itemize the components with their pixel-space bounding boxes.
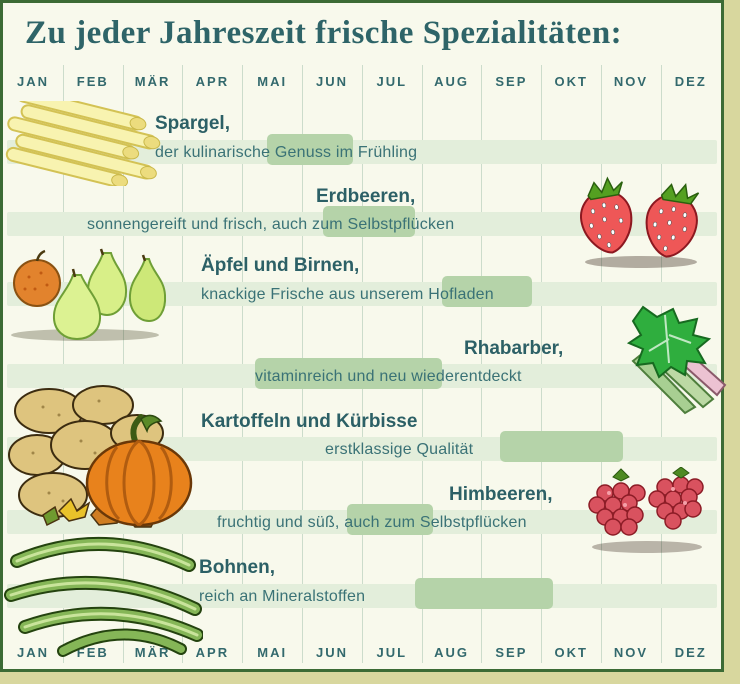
month-label-NOV: NOV (613, 645, 649, 660)
item-label: Bohnen, (199, 557, 275, 578)
month-label-OKT: OKT (554, 645, 588, 660)
month-label-OKT: OKT (554, 74, 588, 89)
month-label-AUG: AUG (434, 74, 470, 89)
item-description: vitaminreich und neu wiederentdeckt (255, 368, 522, 385)
apples-pears-illustration (7, 247, 167, 342)
item-description: erstklassige Qualität (325, 441, 474, 458)
month-label-JUL: JUL (376, 74, 408, 89)
item-label: Himbeeren, (449, 484, 553, 505)
peak-season-bar (347, 504, 433, 535)
month-label-FEB: FEB (76, 645, 109, 660)
green-beans-illustration (3, 523, 203, 658)
item-label: Äpfel und Birnen, (201, 255, 360, 276)
item-label: Rhabarber, (464, 338, 564, 359)
peak-season-bar (267, 134, 353, 165)
rhubarb-illustration (585, 303, 733, 418)
item-description: reich an Mineralstoffen (199, 588, 366, 605)
month-label-MAI: MAI (257, 74, 288, 89)
item-description: fruchtig und süß, auch zum Selbstpflücke… (217, 514, 527, 531)
month-label-JAN: JAN (16, 74, 49, 89)
month-label-JUN: JUN (315, 74, 348, 89)
peak-season-bar (255, 358, 442, 389)
item-label: Spargel, (155, 113, 230, 134)
month-label-NOV: NOV (613, 74, 649, 89)
month-label-DEZ: DEZ (674, 645, 707, 660)
peak-season-bar (323, 206, 415, 237)
month-label-AUG: AUG (434, 645, 470, 660)
peak-season-bar (415, 578, 553, 609)
strawberries-illustration (571, 171, 711, 269)
item-description: der kulinarische Genuss im Frühling (155, 144, 418, 161)
peak-season-bar (442, 276, 532, 307)
month-label-JAN: JAN (16, 645, 49, 660)
month-label-MÄR: MÄR (134, 645, 171, 660)
month-label-MÄR: MÄR (134, 74, 171, 89)
item-label: Erdbeeren, (316, 186, 416, 207)
month-label-APR: APR (195, 645, 230, 660)
item-description: sonnengereift und frisch, auch zum Selbs… (87, 216, 455, 233)
raspberries-illustration (581, 467, 719, 555)
potatoes-pumpkin-illustration (7, 383, 207, 538)
item-label: Kartoffeln und Kürbisse (201, 411, 418, 432)
month-row-top: JAN FEB MÄR APR MAI JUN JUL AUG SEP OKT NOV DEZ (3, 74, 721, 92)
month-label-SEP: SEP (495, 645, 528, 660)
month-label-APR: APR (195, 74, 230, 89)
month-label-SEP: SEP (495, 74, 528, 89)
calendar-panel: Zu jeder Jahreszeit frische Spezialitäte… (0, 0, 727, 672)
month-label-MAI: MAI (257, 645, 288, 660)
month-label-DEZ: DEZ (674, 74, 707, 89)
peak-season-bar (500, 431, 623, 462)
page-title: Zu jeder Jahreszeit frische Spezialitäte… (25, 15, 623, 51)
month-label-JUN: JUN (315, 645, 348, 660)
month-row-bottom: JAN FEB MÄR APR MAI JUN JUL AUG SEP OKT NOV DEZ (3, 645, 721, 663)
item-description: knackige Frische aus unserem Hofladen (201, 286, 494, 303)
month-label-JUL: JUL (376, 645, 408, 660)
month-label-FEB: FEB (76, 74, 109, 89)
asparagus-illustration (5, 101, 165, 186)
